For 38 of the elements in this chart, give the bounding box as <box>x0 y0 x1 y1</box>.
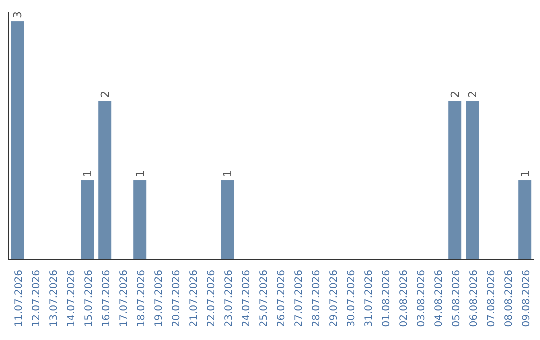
data-label: 2 <box>99 91 112 98</box>
x-tick-label: 03.08.2026 <box>416 270 428 328</box>
x-tick-label: 26.07.2026 <box>276 270 288 328</box>
x-tick-label: 31.07.2026 <box>364 270 375 328</box>
x-tick-label: 17.07.2026 <box>118 270 130 328</box>
x-tick-label: 28.07.2026 <box>311 270 322 328</box>
x-tick-label: 24.07.2026 <box>241 270 252 328</box>
data-label: 1 <box>519 170 532 178</box>
x-tick-label: 12.07.2026 <box>31 270 42 328</box>
x-tick-label: 27.07.2026 <box>294 270 305 328</box>
x-tick-label: 06.08.2026 <box>468 270 480 328</box>
x-tick-label: 09.08.2026 <box>521 270 532 328</box>
x-tick-label: 20.07.2026 <box>171 270 182 328</box>
data-label: 1 <box>134 170 148 178</box>
x-tick-label: 01.08.2026 <box>381 270 392 328</box>
x-tick-label: 29.07.2026 <box>328 270 340 328</box>
data-label: 2 <box>466 91 480 98</box>
x-tick-label: 15.07.2026 <box>84 270 95 328</box>
x-tick-label: 19.07.2026 <box>154 270 165 328</box>
x-tick-label: 13.07.2026 <box>48 270 60 328</box>
x-tick-label: 05.08.2026 <box>451 270 462 328</box>
x-tick-label: 18.07.2026 <box>136 270 148 328</box>
data-label: 1 <box>82 170 95 178</box>
x-tick-label: 30.07.2026 <box>346 270 358 328</box>
x-tick-label: 07.08.2026 <box>486 270 498 328</box>
data-label: 2 <box>449 91 462 98</box>
x-tick-label: 14.07.2026 <box>66 270 78 328</box>
x-tick-label: 08.08.2026 <box>504 270 515 328</box>
x-tick-label: 02.08.2026 <box>398 270 410 328</box>
x-tick-label: 16.07.2026 <box>101 270 112 328</box>
x-tick-label: 25.07.2026 <box>258 270 270 328</box>
x-tick-label: 21.07.2026 <box>188 270 200 328</box>
data-label: 1 <box>222 170 235 178</box>
x-tick-label: 11.07.2026 <box>14 270 25 328</box>
x-tick-label: 04.08.2026 <box>434 270 445 328</box>
x-tick-label: 23.07.2026 <box>224 270 235 328</box>
x-tick-label: 22.07.2026 <box>206 270 218 328</box>
data-label: 3 <box>12 12 25 19</box>
